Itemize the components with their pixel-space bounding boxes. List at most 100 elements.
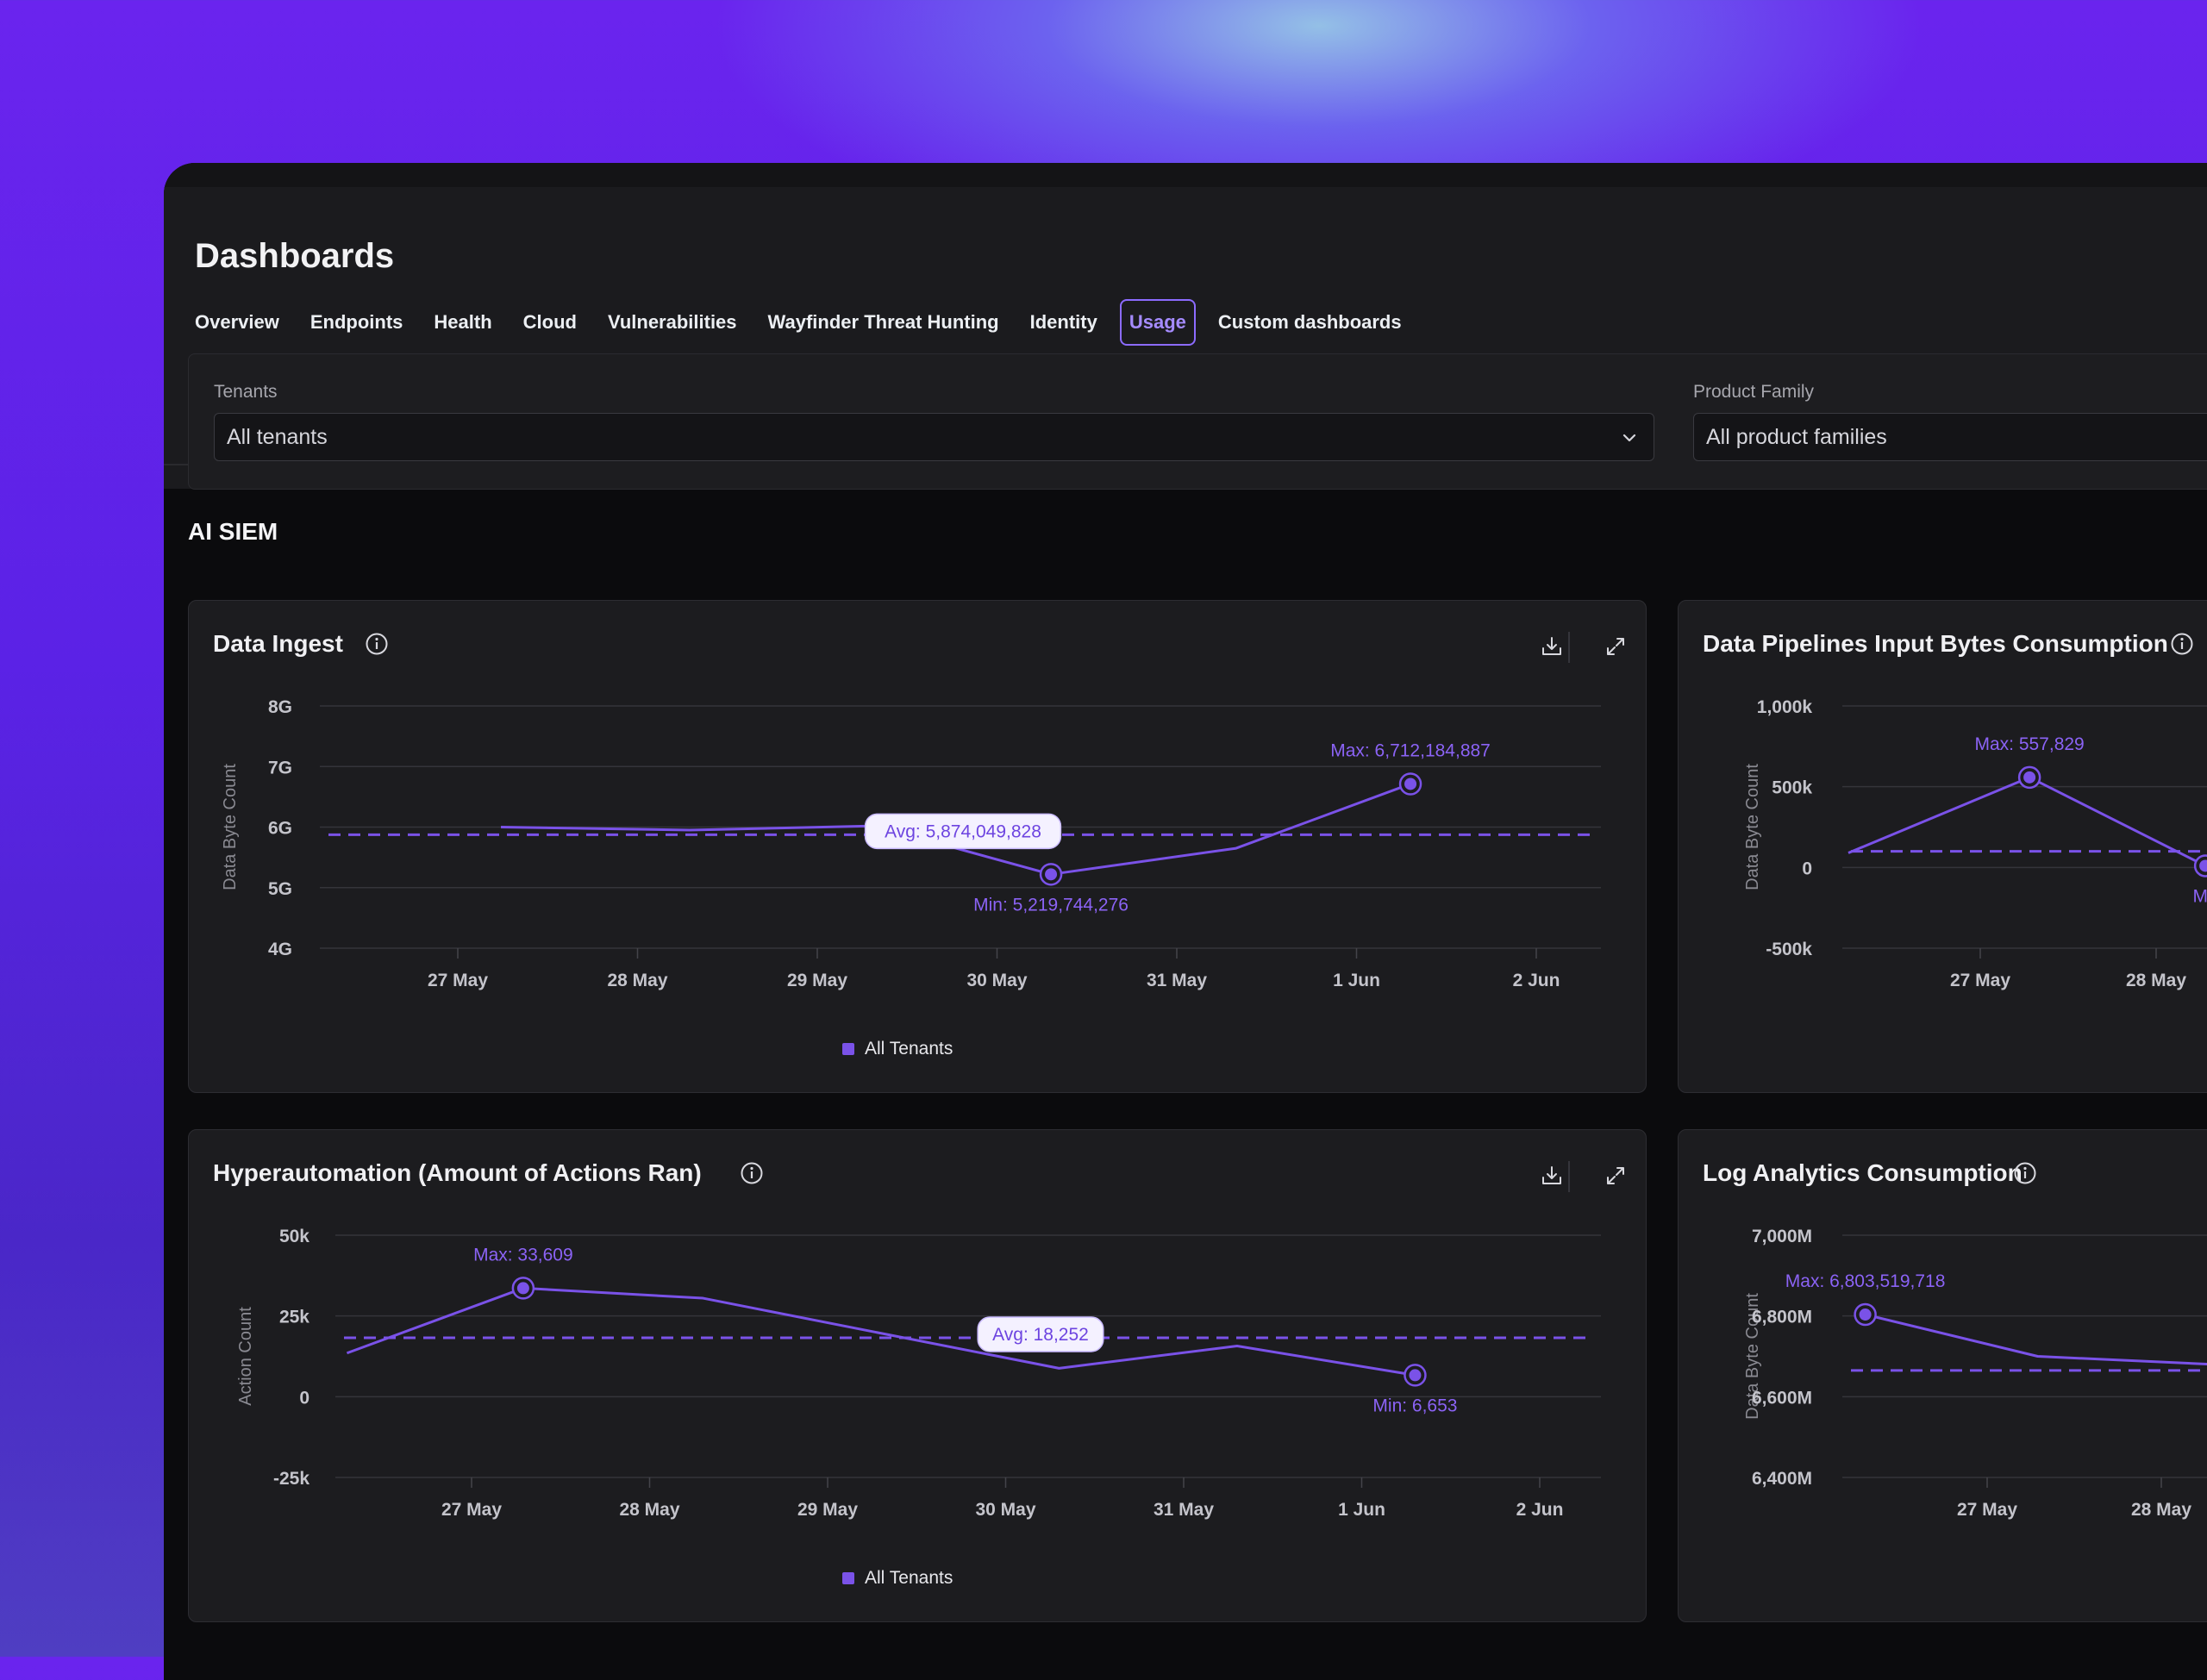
- max-marker: [1859, 1308, 1872, 1321]
- tab-vulnerabilities[interactable]: Vulnerabilities: [607, 311, 737, 333]
- toolbar-divider: [1568, 1161, 1570, 1192]
- y-axis-label: Data Byte Count: [221, 764, 240, 890]
- min-marker: [1409, 1369, 1422, 1382]
- data-pipelines-chart: Data Byte Count 1,000k 500k 0 -500k 27 May 28 …: [1743, 697, 2207, 990]
- y-tick-label: 0: [299, 1388, 309, 1408]
- tenants-select[interactable]: All tenants: [214, 413, 1654, 461]
- y-tick-label: 4G: [268, 940, 292, 959]
- x-tick-label: 27 May: [1957, 1500, 2017, 1520]
- hyperautomation-card: Hyperautomation (Amount of Actions Ran) …: [188, 1129, 1647, 1622]
- series-line: [1865, 1313, 2207, 1366]
- y-tick-label: 6,800M: [1752, 1308, 1812, 1327]
- hyperautomation-chart: Action Count 50k 25k 0 -25k 27 May 28 May 29 Ma…: [236, 1227, 1601, 1520]
- max-marker: [516, 1282, 529, 1295]
- card-title: Hyperautomation (Amount of Actions Ran): [213, 1159, 702, 1186]
- y-axis-label: Data Byte Count: [1743, 1293, 1762, 1420]
- x-tick-label: 27 May: [428, 971, 488, 990]
- legend-swatch: [842, 1572, 854, 1584]
- x-tick-label: 31 May: [1154, 1500, 1214, 1520]
- x-tick-label: 28 May: [619, 1500, 679, 1520]
- max-annotation: Max: 557,829: [1974, 734, 2084, 754]
- x-tick-label: 29 May: [797, 1500, 858, 1520]
- x-tick-label: 28 May: [607, 971, 667, 990]
- y-tick-label: 5G: [268, 879, 292, 899]
- min-annotation: Mir: [2193, 886, 2207, 906]
- x-tick-label: 1 Jun: [1333, 971, 1380, 990]
- card-title: Log Analytics Consumption: [1703, 1159, 2023, 1186]
- download-icon[interactable]: [1539, 1163, 1565, 1189]
- log-analytics-card: Log Analytics Consumption Data Byte Coun…: [1678, 1129, 2207, 1622]
- tenants-select-value: All tenants: [227, 424, 328, 449]
- app-window: Dashboards Overview Endpoints Health Clo…: [164, 163, 2207, 1680]
- info-circle-icon[interactable]: [2013, 1161, 2037, 1185]
- max-annotation: Max: 6,803,519,718: [1785, 1271, 1946, 1291]
- y-tick-label: 1,000k: [1757, 697, 1813, 717]
- tab-health[interactable]: Health: [434, 311, 492, 333]
- dashboard-tabs: Overview Endpoints Health Cloud Vulnerab…: [195, 299, 1433, 346]
- y-tick-label: -25k: [273, 1469, 309, 1489]
- card-title: Data Ingest: [213, 630, 343, 657]
- x-tick-label: 28 May: [2126, 971, 2186, 990]
- log-analytics-chart: Data Byte Count 7,000M 6,800M 6,600M 6,400M 2…: [1743, 1227, 2207, 1520]
- expand-icon[interactable]: [1603, 1163, 1629, 1189]
- min-marker: [1045, 868, 1058, 881]
- section-title: AI SIEM: [188, 518, 278, 545]
- product-family-select[interactable]: All product families: [1693, 413, 2207, 461]
- x-tick-label: 2 Jun: [1513, 971, 1560, 990]
- x-tick-label: 30 May: [975, 1500, 1035, 1520]
- x-tick-label: 30 May: [966, 971, 1027, 990]
- x-tick-label: 29 May: [787, 971, 847, 990]
- toolbar-divider: [1568, 632, 1570, 663]
- average-pill: [977, 1316, 1104, 1352]
- max-marker: [1404, 778, 1417, 790]
- tab-endpoints[interactable]: Endpoints: [309, 311, 403, 333]
- chevron-down-icon: [1622, 434, 1636, 442]
- download-icon[interactable]: [1539, 634, 1565, 659]
- y-tick-label: 6,600M: [1752, 1388, 1812, 1408]
- min-annotation: Min: 5,219,744,276: [973, 895, 1129, 915]
- series-line: [501, 783, 1411, 876]
- tab-wayfinder-threat-hunting[interactable]: Wayfinder Threat Hunting: [767, 311, 999, 333]
- y-tick-label: 7,000M: [1752, 1227, 1812, 1246]
- y-tick-label: 50k: [279, 1227, 309, 1246]
- tenants-label: Tenants: [214, 382, 278, 402]
- y-tick-label: 0: [1802, 859, 1812, 878]
- data-ingest-chart: Data Byte Count 8G 7G 6G 5G 4G 27 May 28 May 29 …: [221, 697, 1601, 990]
- tab-overview[interactable]: Overview: [195, 311, 279, 333]
- info-circle-icon[interactable]: [2170, 632, 2194, 656]
- x-tick-label: 27 May: [1950, 971, 2010, 990]
- data-ingest-card: Data Ingest Data Byte Count 8G 7G 6G 5G 4G 27 …: [188, 600, 1647, 1093]
- y-tick-label: 8G: [268, 697, 292, 717]
- max-annotation: Max: 6,712,184,887: [1330, 740, 1491, 760]
- average-pill: [864, 813, 1062, 850]
- card-title: Data Pipelines Input Bytes Consumption: [1703, 630, 2168, 657]
- legend-swatch: [842, 1043, 854, 1055]
- x-tick-label: 1 Jun: [1338, 1500, 1385, 1520]
- series-line: [346, 1286, 1416, 1377]
- max-annotation: Max: 33,609: [473, 1245, 573, 1265]
- info-circle-icon[interactable]: [365, 632, 389, 656]
- chart-legend: All Tenants: [842, 1039, 953, 1059]
- min-annotation: Min: 6,653: [1372, 1396, 1457, 1415]
- tab-custom-dashboards[interactable]: Custom dashboards: [1217, 311, 1402, 333]
- x-tick-label: 28 May: [2131, 1500, 2191, 1520]
- y-tick-label: 6,400M: [1752, 1469, 1812, 1489]
- x-tick-label: 31 May: [1147, 971, 1207, 990]
- tab-cloud[interactable]: Cloud: [522, 311, 577, 333]
- y-tick-label: -500k: [1766, 940, 1812, 959]
- filters-panel: Tenants All tenants Product Family All p…: [188, 353, 2207, 490]
- max-marker: [2023, 771, 2036, 784]
- page-title: Dashboards: [195, 237, 395, 275]
- y-tick-label: 7G: [268, 758, 292, 778]
- data-pipelines-card: Data Pipelines Input Bytes Consumption D…: [1678, 600, 2207, 1093]
- y-axis-label: Data Byte Count: [1743, 764, 1762, 890]
- window-top-bar: [164, 163, 2207, 188]
- y-tick-label: 6G: [268, 819, 292, 839]
- x-tick-label: 2 Jun: [1516, 1500, 1564, 1520]
- tab-usage[interactable]: Usage: [1119, 299, 1196, 346]
- expand-icon[interactable]: [1603, 634, 1629, 659]
- product-family-select-value: All product families: [1706, 424, 1887, 449]
- info-circle-icon[interactable]: [740, 1161, 764, 1185]
- tab-identity[interactable]: Identity: [1029, 311, 1097, 333]
- y-tick-label: 25k: [279, 1308, 309, 1327]
